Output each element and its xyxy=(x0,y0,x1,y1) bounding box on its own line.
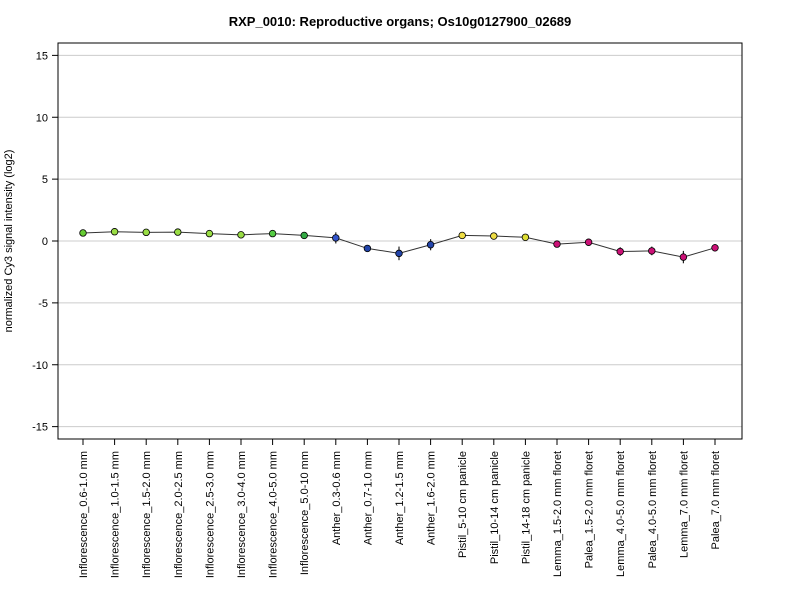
data-point xyxy=(110,228,119,236)
data-point xyxy=(79,229,87,237)
x-tick-label: Pistil_5-10 cm panicle xyxy=(457,451,469,558)
x-tick-label: Palea_1.5-2.0 mm floret xyxy=(584,451,596,568)
data-point xyxy=(490,232,498,240)
x-tick-label: Palea_4.0-5.0 mm floret xyxy=(647,451,659,568)
y-axis-label: normalized Cy3 signal intensity (log2) xyxy=(3,150,15,333)
x-axis: Inflorescence_0.6-1.0 mm Inflorescence_1.… xyxy=(78,439,722,578)
data-point xyxy=(553,240,561,248)
data-point xyxy=(300,231,308,240)
data-point xyxy=(205,229,214,238)
x-tick-label: Inflorescence_1.5-2.0 mm xyxy=(141,451,153,578)
x-tick-label: Palea_7.0 mm floret xyxy=(710,451,722,549)
data-point xyxy=(363,244,372,253)
data-point xyxy=(426,241,435,249)
x-tick-label: Inflorescence_0.6-1.0 mm xyxy=(78,451,90,578)
x-tick-label: Inflorescence_2.0-2.5 mm xyxy=(173,451,185,578)
x-tick-label: Lemma_7.0 mm floret xyxy=(678,451,690,558)
x-tick-label: Pistil_14-18 cm panicle xyxy=(520,451,532,564)
x-tick-label: Anther_0.7-1.0 mm xyxy=(362,451,374,545)
data-point xyxy=(458,231,466,240)
y-tick-label: 5 xyxy=(42,174,48,186)
chart-title: RXP_0010: Reproductive organs; Os10g0127… xyxy=(229,14,572,29)
data-point xyxy=(679,253,688,261)
data-point xyxy=(142,228,150,237)
data-point xyxy=(395,249,403,258)
x-tick-label: Inflorescence_4.0-5.0 mm xyxy=(268,451,280,578)
data-point xyxy=(616,247,624,256)
y-tick-label: -10 xyxy=(32,360,48,372)
data-point xyxy=(332,234,340,242)
x-tick-label: Anther_0.3-0.6 mm xyxy=(331,451,343,545)
y-tick-label: 10 xyxy=(36,112,48,124)
y-tick-label: -15 xyxy=(32,422,48,434)
data-point xyxy=(237,231,245,239)
gridlines xyxy=(58,54,742,428)
series xyxy=(79,228,719,264)
data-point xyxy=(521,233,530,241)
x-tick-label: Anther_1.6-2.0 mm xyxy=(426,451,438,545)
data-point xyxy=(268,229,277,238)
x-tick-label: Inflorescence_2.5-3.0 mm xyxy=(204,451,216,578)
data-point xyxy=(584,238,593,246)
y-tick-label: 15 xyxy=(36,50,48,62)
data-point xyxy=(174,228,182,236)
x-tick-label: Lemma_1.5-2.0 mm floret xyxy=(552,451,564,577)
data-point xyxy=(711,244,719,252)
data-point xyxy=(648,247,656,255)
y-tick-label: 0 xyxy=(42,236,48,248)
x-tick-label: Inflorescence_5.0-10 mm xyxy=(299,451,311,575)
x-tick-label: Anther_1.2-1.5 mm xyxy=(394,451,406,545)
y-tick-label: -5 xyxy=(38,298,48,310)
x-tick-label: Lemma_4.0-5.0 mm floret xyxy=(615,451,627,577)
x-tick-label: Inflorescence_1.0-1.5 mm xyxy=(110,451,122,578)
x-tick-label: Pistil_10-14 cm panicle xyxy=(489,451,501,564)
x-tick-label: Inflorescence_3.0-4.0 mm xyxy=(236,451,248,578)
y-axis: -15 -10 -5 0 5 10 15 xyxy=(32,50,58,434)
